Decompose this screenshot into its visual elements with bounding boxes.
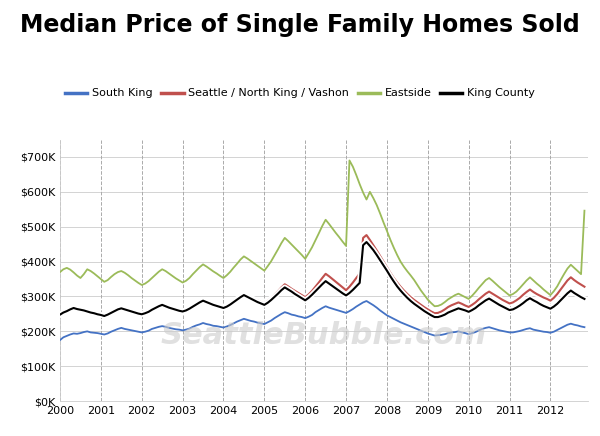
Text: Median Price of Single Family Homes Sold: Median Price of Single Family Homes Sold <box>20 13 580 37</box>
Text: SeattleBubble.com: SeattleBubble.com <box>161 321 487 350</box>
Legend: South King, Seattle / North King / Vashon, Eastside, King County: South King, Seattle / North King / Vasho… <box>61 84 539 103</box>
